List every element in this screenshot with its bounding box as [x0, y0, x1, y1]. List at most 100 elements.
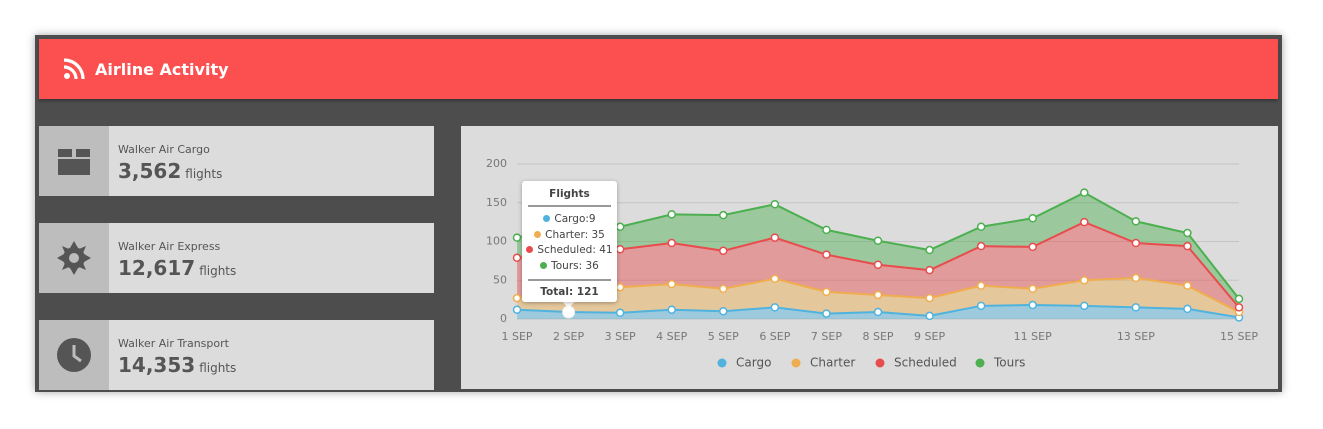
data-point: [1183, 228, 1192, 238]
tooltip-text: Charter: 35: [545, 228, 605, 241]
data-point: [615, 308, 625, 318]
card-value-row: 3,562 flights: [118, 159, 222, 183]
data-point: [1131, 273, 1141, 283]
data-point: [1080, 276, 1089, 285]
stat-card: Walker Air Cargo 3,562 flights: [39, 126, 434, 196]
card-value: 14,353: [118, 353, 196, 377]
legend-swatch: [975, 358, 985, 368]
data-point: [1080, 188, 1089, 197]
clock-icon: [57, 338, 91, 372]
card-icon: [39, 320, 109, 390]
tooltip-swatch: [534, 230, 542, 238]
data-point: [1080, 217, 1089, 227]
tooltip-pointer: [562, 302, 575, 308]
data-point: [615, 282, 625, 292]
y-tick-label: 150: [486, 196, 507, 209]
tooltip-item: Cargo:9: [522, 212, 617, 228]
data-point: [1234, 303, 1244, 312]
x-tick-label: 11 SEP: [1014, 330, 1052, 343]
card-value: 12,617: [118, 256, 196, 280]
data-point: [925, 265, 934, 275]
legend-item: Charter: [791, 356, 855, 370]
tooltip-item: Tours: 36: [522, 259, 617, 275]
x-tick-label: 6 SEP: [759, 330, 790, 343]
tooltip-title: Flights: [549, 188, 590, 200]
data-point: [976, 241, 986, 251]
data-point: [1234, 294, 1244, 304]
data-point: [512, 293, 522, 303]
data-point: [925, 311, 934, 321]
card-unit: flights: [199, 361, 237, 375]
data-point: [976, 281, 986, 290]
tooltip-item: Charter: 35: [522, 228, 617, 244]
data-point: [719, 210, 728, 220]
data-point: [615, 245, 625, 254]
data-point: [873, 290, 883, 300]
legend-label: Tours: [993, 356, 1025, 370]
y-tick-label: 200: [486, 157, 507, 170]
data-point: [667, 238, 676, 248]
data-point: [1080, 301, 1089, 311]
stat-card: Walker Air Express 12,617 flights: [39, 223, 434, 293]
x-tick-label: 15 SEP: [1220, 330, 1258, 343]
area-fill: [517, 192, 1239, 308]
data-point: [719, 246, 728, 256]
x-tick-label: 8 SEP: [862, 330, 893, 343]
data-point: [1028, 242, 1037, 252]
data-point: [822, 225, 831, 235]
data-point: [822, 287, 831, 297]
x-tick-label: 9 SEP: [914, 330, 945, 343]
data-point: [1028, 214, 1037, 223]
x-tick-label: 7 SEP: [811, 330, 842, 343]
legend-label: Charter: [810, 356, 855, 370]
data-point: [667, 279, 676, 289]
chart: 0 50 100 150 200 1 SEP 2 SEP 3 SEP 4 SEP 5 SEP 6 S…: [486, 157, 1258, 370]
y-tick-label: 50: [493, 273, 507, 286]
data-point: [667, 305, 676, 314]
data-point: [925, 293, 934, 303]
x-tick-label: 5 SEP: [708, 330, 739, 343]
card-name: Walker Air Cargo: [118, 143, 210, 156]
header: Airline Activity: [39, 39, 1278, 99]
data-point: [976, 222, 986, 232]
tooltip-swatch: [543, 215, 551, 222]
data-point: [1183, 304, 1192, 314]
data-point: [1183, 281, 1192, 290]
legend-item: Cargo: [717, 356, 771, 370]
box-icon: [58, 149, 90, 175]
card-name: Walker Air Express: [118, 240, 221, 253]
data-point: [512, 233, 522, 242]
data-point: [1183, 241, 1192, 251]
data-point: [1028, 284, 1037, 294]
rss-icon: [63, 58, 85, 80]
card-icon: [39, 223, 109, 293]
card-unit: flights: [199, 264, 237, 278]
data-point: [770, 303, 780, 312]
data-point: [873, 236, 883, 245]
x-tick-label: 13 SEP: [1117, 330, 1155, 343]
tooltip-swatch: [526, 246, 534, 253]
x-tick-label: 3 SEP: [605, 330, 636, 343]
data-point: [1131, 238, 1141, 248]
legend-label: Cargo: [736, 356, 771, 370]
gear-icon: [57, 241, 91, 275]
data-point: [770, 200, 780, 209]
tooltip-item: Scheduled: 41: [522, 243, 617, 259]
header-title: Airline Activity: [95, 60, 229, 79]
data-point: [719, 307, 728, 316]
data-point: [770, 274, 780, 283]
tooltip-text: Scheduled: 41: [537, 244, 613, 256]
data-point: [925, 245, 934, 255]
y-tick-label: 100: [486, 235, 507, 248]
data-point: [1131, 303, 1141, 312]
data-point: [873, 260, 883, 269]
data-point: [976, 301, 986, 311]
data-point: [873, 307, 883, 317]
x-tick-label: 2 SEP: [553, 330, 584, 343]
data-point: [512, 253, 522, 263]
data-point: [822, 309, 831, 318]
data-point: [770, 233, 780, 242]
legend-item: Scheduled: [875, 356, 957, 370]
data-point: [1028, 300, 1037, 310]
